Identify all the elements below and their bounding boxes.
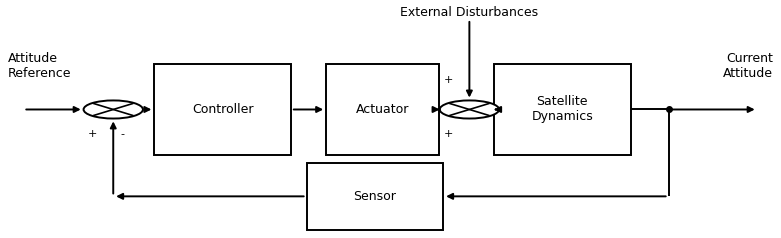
Circle shape <box>84 100 143 119</box>
Text: +: + <box>87 129 97 139</box>
Text: External Disturbances: External Disturbances <box>401 6 538 19</box>
Text: Actuator: Actuator <box>356 103 409 116</box>
Bar <box>154 64 291 155</box>
Text: Sensor: Sensor <box>354 190 396 203</box>
Text: Attitude
Reference: Attitude Reference <box>8 52 71 80</box>
Text: Controller: Controller <box>192 103 253 116</box>
Bar <box>494 64 630 155</box>
Text: -: - <box>120 129 125 139</box>
Text: Current
Attitude: Current Attitude <box>723 52 773 80</box>
Bar <box>306 163 443 230</box>
Text: +: + <box>444 75 453 85</box>
Bar <box>326 64 439 155</box>
Text: +: + <box>444 129 453 139</box>
Circle shape <box>440 100 499 119</box>
Text: Satellite
Dynamics: Satellite Dynamics <box>531 95 594 124</box>
